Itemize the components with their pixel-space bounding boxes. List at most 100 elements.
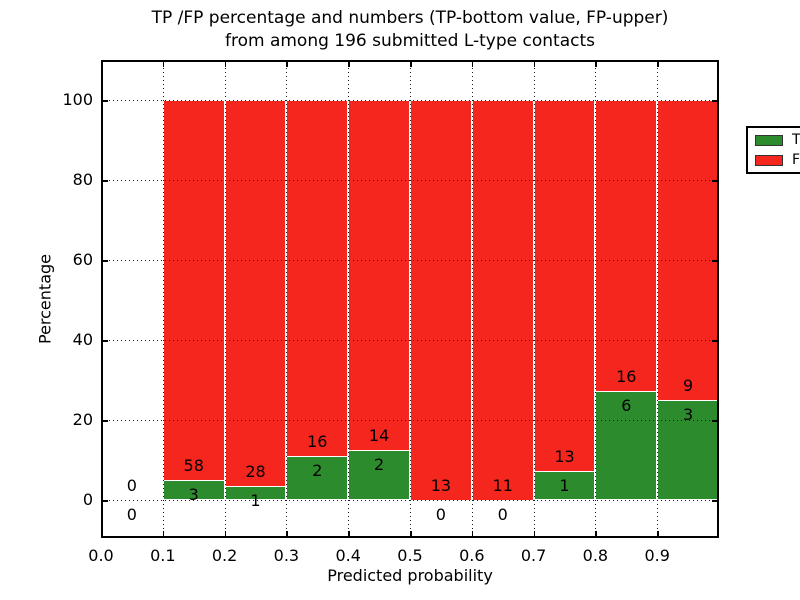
legend-swatch-fp (755, 154, 783, 166)
y-tick-label: 100 (62, 90, 93, 109)
x-tick-label: 0.8 (582, 546, 609, 565)
x-tick-top (286, 62, 288, 67)
y-tick-label: 20 (72, 410, 93, 429)
x-tick-bottom (348, 531, 350, 536)
x-tick-bottom (471, 531, 474, 536)
bar-fp-segment (224, 100, 287, 487)
x-gridline (471, 60, 473, 538)
tp-count-label: 2 (312, 460, 323, 480)
x-gridline (533, 60, 535, 538)
fp-count-label: 13 (554, 447, 575, 467)
x-gridline (595, 60, 597, 538)
x-tick-label: 0.1 (150, 546, 176, 565)
x-tick-bottom (410, 531, 412, 536)
fp-count-label: 0 (126, 476, 137, 495)
y-tick-right (712, 100, 717, 102)
x-tick-bottom (657, 531, 659, 536)
bar-tp-segment (595, 390, 658, 500)
x-tick-label: 0.6 (459, 546, 485, 565)
y-tick-label: 0 (82, 490, 93, 509)
y-tick-left (103, 340, 108, 342)
legend: TP FP (746, 126, 800, 174)
y-tick-right (712, 180, 717, 182)
x-gridline (410, 60, 411, 538)
x-tick-top (162, 62, 165, 67)
tp-count-label: 6 (621, 395, 632, 415)
x-tick-bottom (595, 531, 597, 536)
x-tick-top (595, 62, 597, 67)
x-axis-label: Predicted probability (327, 566, 493, 585)
bar-fp-segment (657, 100, 719, 400)
x-tick-label: 0.9 (644, 546, 670, 565)
bar-fp-segment (595, 100, 658, 391)
chart-title-line1: TP /FP percentage and numbers (TP-bottom… (151, 8, 669, 28)
x-tick-label: 0.7 (520, 546, 547, 565)
fp-count-label: 13 (430, 476, 452, 495)
tp-count-label: 0 (435, 505, 446, 524)
tp-count-label: 1 (559, 476, 570, 496)
left-spine (101, 60, 103, 538)
y-tick-right (712, 500, 717, 502)
x-tick-label: 0.0 (88, 546, 114, 565)
tp-count-label: 3 (683, 405, 694, 424)
fp-count-label: 16 (307, 431, 328, 451)
y-tick-right (712, 340, 717, 342)
bar-tp-segment (657, 400, 719, 500)
legend-item-tp: TP (755, 133, 800, 147)
legend-swatch-tp (755, 134, 783, 146)
chart-title: TP /FP percentage and numbers (TP-bottom… (101, 7, 719, 53)
x-tick-label: 0.2 (211, 546, 238, 565)
x-tick-top (410, 62, 412, 67)
y-tick-right (712, 260, 717, 262)
bar-fp-segment (162, 100, 225, 481)
tp-count-label: 2 (374, 455, 385, 474)
bar-tp-segment (348, 450, 410, 500)
y-tick-left (103, 420, 108, 422)
y-tick-label: 60 (72, 250, 93, 269)
x-gridline (657, 60, 659, 538)
x-tick-top (348, 62, 350, 67)
tp-count-label: 3 (188, 485, 199, 505)
legend-item-fp: FP (755, 153, 800, 167)
y-tick-label: 80 (72, 170, 93, 189)
fp-count-label: 58 (183, 456, 204, 476)
chart-title-line2: from among 196 submitted L-type contacts (224, 31, 595, 51)
x-tick-top (224, 62, 227, 67)
right-spine (717, 60, 719, 538)
fp-count-label: 28 (245, 462, 266, 482)
x-tick-top (657, 62, 659, 67)
bar-fp-segment (471, 100, 534, 500)
tp-count-label: 1 (250, 491, 261, 511)
x-tick-top (471, 62, 474, 67)
bar-fp-segment (410, 100, 472, 500)
y-tick-label: 40 (72, 330, 93, 349)
tp-count-label: 0 (497, 505, 508, 524)
x-gridline (348, 60, 350, 538)
bottom-spine (101, 536, 719, 538)
fp-count-label: 14 (368, 426, 390, 445)
x-tick-label: 0.3 (273, 546, 300, 565)
tp-count-label: 0 (126, 505, 137, 524)
x-tick-top (533, 62, 536, 67)
x-tick-label: 0.5 (397, 546, 423, 565)
y-tick-left (103, 180, 108, 182)
fp-count-label: 11 (492, 476, 513, 495)
x-tick-label: 0.4 (335, 546, 361, 565)
y-tick-right (712, 420, 717, 422)
x-tick-bottom (224, 531, 227, 536)
y-tick-left (103, 260, 108, 262)
x-gridline (224, 60, 226, 538)
x-tick-bottom (162, 531, 165, 536)
fp-count-label: 9 (683, 376, 694, 395)
x-gridline (162, 60, 164, 538)
top-spine (101, 60, 719, 62)
bar-fp-segment (348, 100, 410, 450)
x-tick-bottom (533, 531, 536, 536)
bar-fp-segment (533, 100, 596, 472)
plot-area: TP FP 0 0 58 3 28 1 16 2 14 2 13 0 11 0 13 1 16 6 9 3 (101, 60, 800, 538)
legend-label-tp: TP (792, 132, 800, 148)
y-tick-left (103, 500, 108, 502)
fp-count-label: 16 (616, 366, 637, 386)
legend-label-fp: FP (792, 152, 800, 168)
